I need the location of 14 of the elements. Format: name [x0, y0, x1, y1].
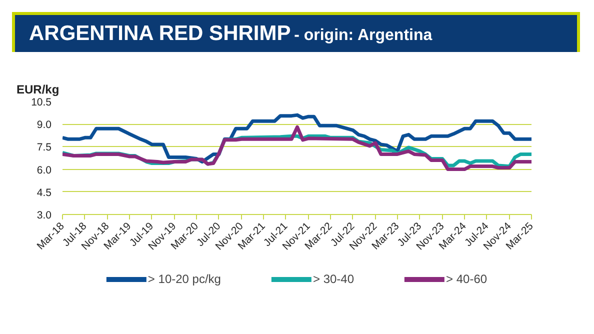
y-tick-label: 3.0	[36, 210, 52, 222]
legend-label: > 10-20 pc/kg	[148, 272, 221, 286]
line-series	[62, 113, 532, 164]
legend-label: > 30-40	[312, 272, 354, 286]
y-tick-label: 4.5	[36, 186, 52, 199]
line-series	[62, 125, 532, 172]
legend-label: > 40-60	[446, 272, 488, 286]
y-tick-label: 9.0	[36, 119, 52, 132]
chart-title: ARGENTINA RED SHRIMP	[29, 22, 291, 45]
y-tick-label: 10.5	[31, 96, 52, 108]
y-tick-label: 6.0	[36, 164, 52, 176]
chart-subtitle: - origin: Argentina	[294, 27, 432, 44]
y-tick-label: 7.5	[36, 142, 52, 154]
y-axis-title: EUR/kg	[16, 82, 60, 96]
